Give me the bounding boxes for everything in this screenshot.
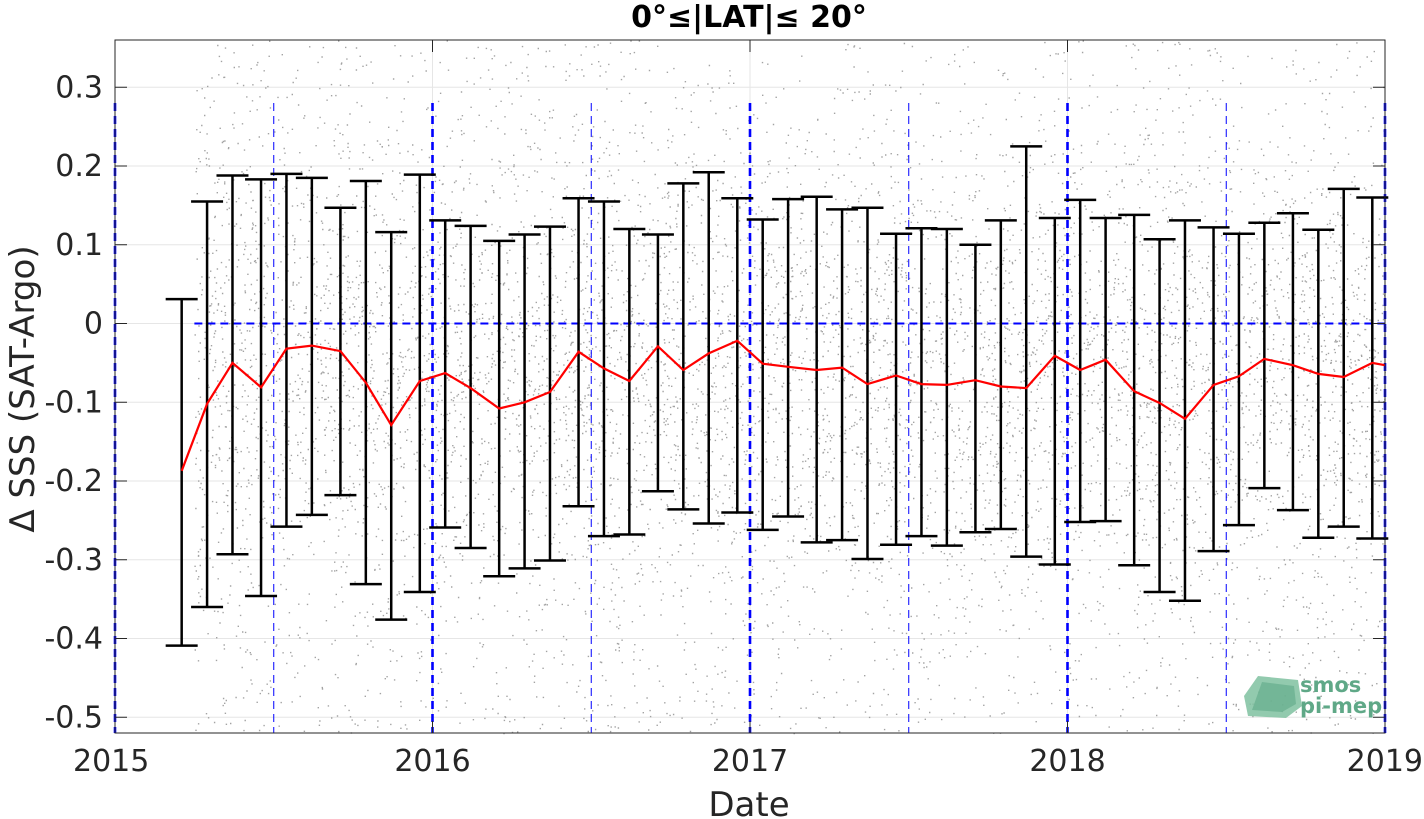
error-bar (1197, 226, 1230, 553)
error-bar (721, 197, 754, 514)
y-tick-label: -0.3 (44, 543, 103, 578)
x-tick-label: 2016 (394, 744, 470, 779)
error-bar (746, 218, 779, 532)
error-bar (1248, 221, 1281, 490)
error-bar (1276, 212, 1309, 512)
y-tick-label: -0.1 (44, 385, 103, 420)
error-bar (165, 297, 198, 647)
error-bar (772, 197, 805, 518)
error-bar (1010, 145, 1043, 558)
error-bar (1302, 228, 1335, 539)
error-bar (403, 173, 436, 594)
x-axis-label: Date (708, 785, 789, 819)
error-bar (1222, 232, 1255, 527)
y-tick-label: -0.4 (44, 622, 103, 657)
x-tick-label: 2015 (73, 744, 149, 779)
y-tick-label: 0 (84, 307, 103, 342)
error-bar (641, 233, 674, 493)
error-bar (1038, 216, 1071, 566)
error-bar (692, 171, 725, 525)
y-axis-label: Δ SSS (SAT-Argo) (3, 245, 43, 532)
error-bar (959, 243, 992, 534)
error-bar (930, 227, 963, 547)
mean-line (180, 339, 1386, 472)
y-tick-label: 0.3 (55, 70, 103, 105)
y-tick-label: 0.2 (55, 149, 103, 184)
x-axis-ticks: 2015 2016 2017 2018 2019 (73, 40, 1423, 779)
error-bar (1356, 196, 1389, 540)
smos-pi-mep-logo: smos pi-mep (1244, 673, 1382, 718)
error-bar (984, 219, 1017, 531)
logo-text-pi-mep: pi-mep (1300, 694, 1382, 718)
x-tick-label: 2018 (1029, 744, 1105, 779)
y-tick-label: -0.2 (44, 464, 103, 499)
logo-icon (1244, 676, 1302, 718)
error-bar (826, 208, 859, 542)
error-bar (1327, 187, 1360, 528)
error-bar (1089, 216, 1122, 523)
error-bar (667, 182, 700, 511)
error-bar (1143, 237, 1176, 594)
x-tick-label: 2017 (712, 744, 788, 779)
error-bar (1168, 219, 1201, 602)
y-axis-ticks: 0.3 0.2 0.1 0 -0.1 -0.2 -0.3 -0.4 -0.5 (44, 70, 1385, 735)
chart-title: 0°≤|LAT|≤ 20° (631, 0, 867, 35)
error-bar (533, 225, 566, 562)
error-bar (880, 232, 913, 547)
x-tick-label: 2019 (1347, 744, 1423, 779)
logo-text-smos: smos (1300, 673, 1361, 697)
y-tick-label: -0.5 (44, 700, 103, 735)
y-tick-label: 0.1 (55, 228, 103, 263)
